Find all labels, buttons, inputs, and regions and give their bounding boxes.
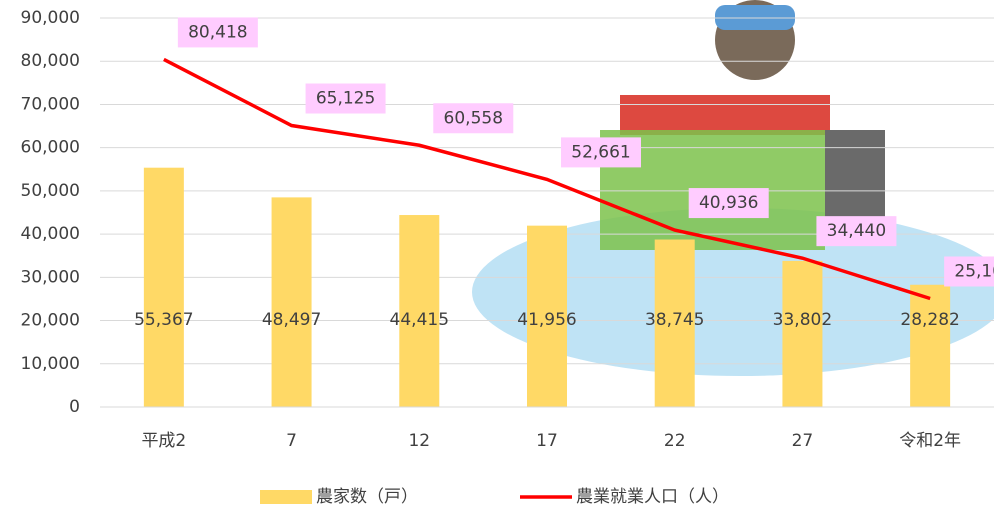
x-tick-label: 17 (536, 431, 558, 451)
data-label: 48,497 (262, 310, 321, 330)
data-label-box (688, 188, 769, 219)
legend-label: 農家数（戸） (316, 487, 418, 507)
y-tick-label: 40,000 (21, 224, 80, 244)
bar (399, 215, 440, 407)
data-label-box (433, 103, 514, 134)
x-tick-label: 令和2年 (899, 431, 961, 451)
bar (654, 239, 695, 407)
data-label-box (177, 17, 258, 48)
data-label: 80,418 (188, 22, 247, 42)
y-tick-label: 60,000 (21, 138, 80, 158)
data-label-box (816, 216, 897, 247)
data-label: 44,415 (390, 310, 449, 330)
y-tick-label: 90,000 (21, 8, 80, 28)
data-label: 41,956 (517, 310, 576, 330)
y-tick-label: 10,000 (21, 354, 80, 374)
x-tick-label: 12 (408, 431, 430, 451)
data-label: 28,282 (900, 310, 959, 330)
data-label-box (305, 83, 386, 114)
bar (782, 260, 823, 407)
data-label: 55,367 (134, 310, 193, 330)
data-label: 34,440 (827, 221, 886, 241)
data-label: 52,661 (571, 142, 630, 162)
x-tick-label: 22 (664, 431, 686, 451)
data-label: 38,745 (645, 310, 704, 330)
y-tick-label: 0 (69, 397, 80, 417)
x-tick-label: 平成2 (141, 431, 186, 451)
y-tick-label: 30,000 (21, 267, 80, 287)
data-label: 40,936 (699, 193, 758, 213)
data-label: 25,107 (954, 261, 994, 281)
x-tick-label: 27 (792, 431, 814, 451)
y-tick-label: 50,000 (21, 181, 80, 201)
y-tick-label: 70,000 (21, 94, 80, 114)
legend-swatch (260, 490, 312, 504)
legend-label: 農業就業人口（人） (576, 487, 729, 507)
y-tick-label: 20,000 (21, 311, 80, 331)
line (163, 57, 931, 301)
bar (143, 167, 184, 407)
data-label: 60,558 (444, 108, 503, 128)
data-label: 33,802 (773, 310, 832, 330)
y-tick-label: 80,000 (21, 51, 80, 71)
data-label-box (561, 137, 641, 168)
bar (910, 284, 951, 407)
x-tick-label: 7 (286, 431, 297, 451)
data-label: 65,125 (316, 89, 375, 109)
data-label-box (944, 256, 994, 287)
bar (271, 197, 312, 407)
bar (527, 225, 567, 407)
